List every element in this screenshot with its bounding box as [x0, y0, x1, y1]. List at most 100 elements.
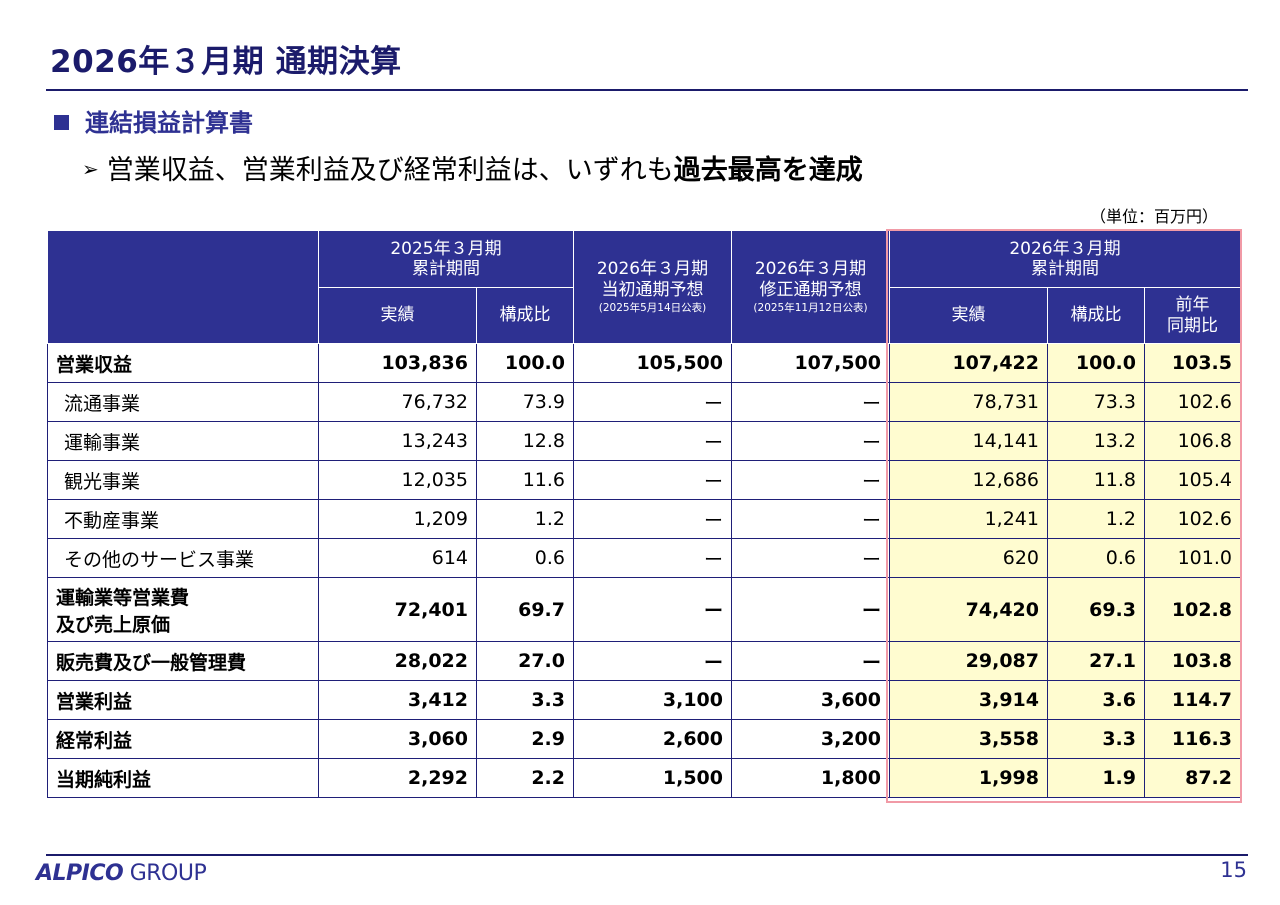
cell-yoy: 114.7 [1144, 680, 1241, 720]
cell-revised-forecast: 107,500 [731, 343, 890, 383]
cell-actual-2025: 2,292 [318, 758, 477, 798]
cell-revised-forecast: 3,600 [731, 680, 890, 720]
cell-actual-2026: 29,087 [889, 641, 1048, 681]
row-label: 不動産事業 [47, 499, 319, 539]
cell-ratio-2025: 12.8 [476, 421, 574, 461]
table-row: 営業利益 3,412 3.3 3,100 3,600 3,914 3.6 114… [47, 680, 1241, 720]
cell-yoy: 105.4 [1144, 460, 1241, 500]
cell-revised-forecast: ー [731, 499, 890, 539]
cell-initial-forecast: ー [573, 577, 732, 642]
row-label: 運輸業等営業費 及び売上原価 [47, 577, 319, 642]
table-row: 運輸事業 13,243 12.8 ー ー 14,141 13.2 106.8 [47, 421, 1241, 461]
header-blank [47, 230, 319, 344]
table-row: 経常利益 3,060 2.9 2,600 3,200 3,558 3.3 116… [47, 719, 1241, 759]
cell-actual-2026: 107,422 [889, 343, 1048, 383]
cell-revised-forecast: ー [731, 460, 890, 500]
header-revised-period: 2026年３月期 [754, 259, 867, 280]
cell-actual-2026: 3,914 [889, 680, 1048, 720]
table-row: 運輸業等営業費 及び売上原価 72,401 69.7 ー ー 74,420 69.… [47, 577, 1241, 642]
cell-ratio-2025: 0.6 [476, 538, 574, 578]
key-point: ➢ 営業収益、営業利益及び経常利益は、いずれも過去最高を達成 [82, 148, 863, 187]
row-label: 営業収益 [47, 343, 319, 383]
table-row: 当期純利益 2,292 2.2 1,500 1,800 1,998 1.9 87… [47, 758, 1241, 798]
header-initial-period: 2026年３月期 [596, 259, 709, 280]
cell-actual-2026: 74,420 [889, 577, 1048, 642]
header-fy2026-sub: 累計期間 [1031, 259, 1099, 279]
header-actual-2026: 実績 [889, 287, 1048, 344]
cell-ratio-2025: 2.2 [476, 758, 574, 798]
cell-actual-2025: 76,732 [318, 382, 477, 422]
cell-ratio-2025: 2.9 [476, 719, 574, 759]
key-point-text: 営業収益、営業利益及び経常利益は、いずれも [106, 155, 674, 186]
row-label: 当期純利益 [47, 758, 319, 798]
cell-initial-forecast: 105,500 [573, 343, 732, 383]
cell-ratio-2026: 69.3 [1047, 577, 1145, 642]
header-initial-note: (2025年5月14日公表) [598, 302, 707, 315]
page-title: 2026年３月期 通期決算 [50, 44, 402, 80]
row-label-line2: 及び売上原価 [56, 613, 171, 636]
cell-initial-forecast: ー [573, 641, 732, 681]
header-revised-forecast: 2026年３月期 修正通期予想 (2025年11月12日公表) [731, 230, 890, 344]
arrow-bullet-icon: ➢ [82, 157, 99, 181]
row-label-line1: 運輸業等営業費 [56, 586, 190, 609]
income-statement-table: 2025年３月期 累計期間 2026年３月期 当初通期予想 (2025年5月14日公表… [47, 230, 1241, 798]
cell-revised-forecast: ー [731, 538, 890, 578]
cell-actual-2025: 3,060 [318, 719, 477, 759]
table-row: 流通事業 76,732 73.9 ー ー 78,731 73.3 102.6 [47, 382, 1241, 422]
cell-ratio-2025: 27.0 [476, 641, 574, 681]
header-fy2025-sub: 累計期間 [412, 259, 480, 279]
table-row: 観光事業 12,035 11.6 ー ー 12,686 11.8 105.4 [47, 460, 1241, 500]
header-yoy-line1: 前年 [1175, 295, 1210, 316]
cell-actual-2025: 103,836 [318, 343, 477, 383]
cell-actual-2025: 1,209 [318, 499, 477, 539]
cell-yoy: 103.5 [1144, 343, 1241, 383]
cell-actual-2025: 614 [318, 538, 477, 578]
row-label: 運輸事業 [47, 421, 319, 461]
header-fy2026: 2026年３月期 累計期間 [889, 230, 1241, 288]
cell-revised-forecast: 1,800 [731, 758, 890, 798]
row-label: 販売費及び一般管理費 [47, 641, 319, 681]
unit-note: （単位：百万円） [1089, 207, 1218, 226]
cell-ratio-2026: 3.3 [1047, 719, 1145, 759]
cell-revised-forecast: ー [731, 421, 890, 461]
cell-ratio-2026: 0.6 [1047, 538, 1145, 578]
cell-actual-2026: 1,241 [889, 499, 1048, 539]
header-fy2025-period: 2025年３月期 [390, 238, 502, 259]
header-revised-sub: 修正通期予想 [759, 279, 862, 300]
page-number: 15 [1220, 858, 1247, 882]
cell-actual-2025: 72,401 [318, 577, 477, 642]
cell-ratio-2026: 13.2 [1047, 421, 1145, 461]
cell-ratio-2025: 73.9 [476, 382, 574, 422]
table-row: その他のサービス事業 614 0.6 ー ー 620 0.6 101.0 [47, 538, 1241, 578]
logo-group: GROUP [129, 861, 207, 886]
cell-actual-2025: 3,412 [318, 680, 477, 720]
header-yoy-line2: 同期比 [1167, 315, 1218, 336]
table-row: 営業収益 103,836 100.0 105,500 107,500 107,4… [47, 343, 1241, 383]
cell-initial-forecast: ー [573, 538, 732, 578]
cell-ratio-2026: 3.6 [1047, 680, 1145, 720]
section-heading: 連結損益計算書 [54, 103, 253, 138]
header-initial-sub: 当初通期予想 [601, 279, 704, 300]
cell-initial-forecast: ー [573, 421, 732, 461]
cell-yoy: 87.2 [1144, 758, 1241, 798]
header-actual-2025: 実績 [318, 287, 477, 344]
cell-actual-2025: 28,022 [318, 641, 477, 681]
table-row: 不動産事業 1,209 1.2 ー ー 1,241 1.2 102.6 [47, 499, 1241, 539]
cell-actual-2025: 12,035 [318, 460, 477, 500]
header-initial-forecast: 2026年３月期 当初通期予想 (2025年5月14日公表) [573, 230, 732, 344]
cell-actual-2026: 14,141 [889, 421, 1048, 461]
cell-ratio-2025: 100.0 [476, 343, 574, 383]
row-label: 営業利益 [47, 680, 319, 720]
company-logo: ALPICO GROUP [36, 861, 207, 886]
cell-ratio-2026: 1.9 [1047, 758, 1145, 798]
row-label: 観光事業 [47, 460, 319, 500]
cell-actual-2026: 3,558 [889, 719, 1048, 759]
footer-divider [46, 854, 1248, 856]
section-heading-text: 連結損益計算書 [85, 109, 253, 137]
cell-yoy: 116.3 [1144, 719, 1241, 759]
cell-ratio-2026: 27.1 [1047, 641, 1145, 681]
row-label: 流通事業 [47, 382, 319, 422]
cell-ratio-2026: 100.0 [1047, 343, 1145, 383]
cell-actual-2026: 12,686 [889, 460, 1048, 500]
cell-actual-2025: 13,243 [318, 421, 477, 461]
